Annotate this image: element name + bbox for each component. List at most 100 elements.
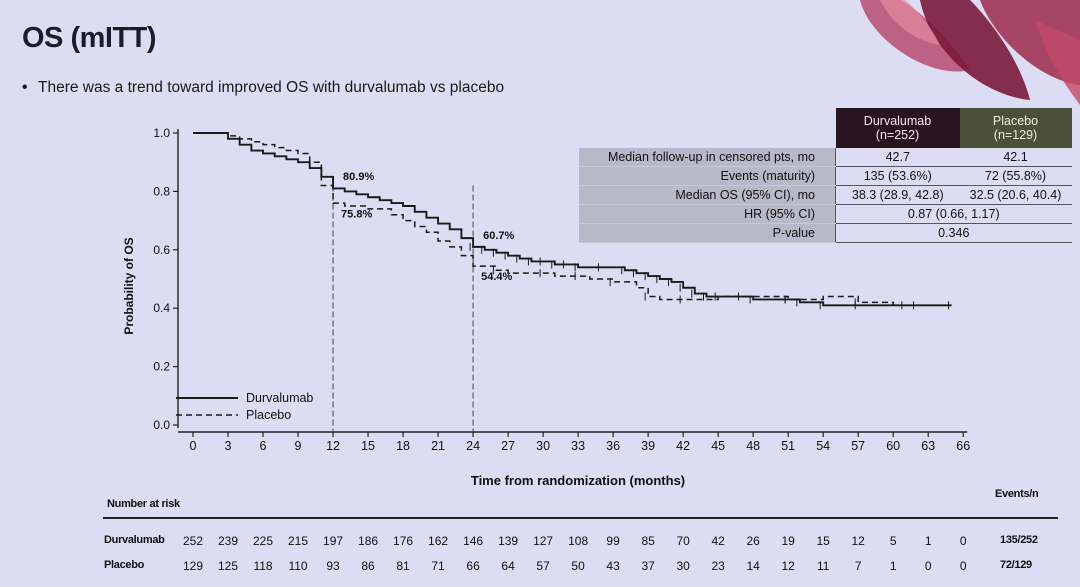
x-tick-label: 51 [781, 439, 795, 453]
summary-cell-placebo: 42.1 [959, 148, 1072, 167]
summary-header-row: Durvalumab (n=252) Placebo (n=129) [579, 108, 1072, 148]
risk-count: 64 [501, 559, 515, 573]
summary-row: Median follow-up in censored pts, mo 42.… [579, 148, 1072, 167]
x-tick-label: 48 [746, 439, 760, 453]
summary-cell-placebo: 32.5 (20.6, 40.4) [959, 185, 1072, 205]
summary-row-label: Events (maturity) [579, 166, 836, 186]
x-tick-label: 12 [326, 439, 340, 453]
risk-count: 162 [428, 534, 449, 548]
summary-table: Durvalumab (n=252) Placebo (n=129) Media… [579, 108, 1072, 243]
x-tick-label: 9 [295, 439, 302, 453]
legend-label: Durvalumab [246, 391, 313, 405]
risk-count: 139 [498, 534, 519, 548]
x-tick-label: 0 [190, 439, 197, 453]
risk-count: 42 [711, 534, 725, 548]
summary-cell-durvalumab: 38.3 (28.9, 42.8) [835, 185, 960, 205]
risk-count: 50 [571, 559, 585, 573]
x-tick-label: 24 [466, 439, 480, 453]
bullet-text: There was a trend toward improved OS wit… [38, 79, 505, 96]
risk-count: 23 [711, 559, 725, 573]
summary-row-label: HR (95% CI) [579, 204, 836, 224]
bullet-point: • There was a trend toward improved OS wi… [22, 79, 504, 97]
x-axis-label: Time from randomization (months) [471, 473, 685, 488]
risk-count: 26 [746, 534, 760, 548]
risk-count: 71 [431, 559, 445, 573]
summary-row-label: Median OS (95% CI), mo [579, 185, 836, 205]
y-tick-label: 0.2 [153, 360, 170, 374]
risk-row-label: Durvalumab [104, 534, 165, 546]
chart-guide-lines [332, 185, 474, 432]
summary-header-blank [579, 108, 836, 148]
risk-count: 225 [253, 534, 274, 548]
risk-count: 81 [396, 559, 410, 573]
chart-series [193, 132, 952, 310]
risk-count: 215 [288, 534, 309, 548]
risk-count: 7 [854, 559, 862, 573]
risk-count: 85 [641, 534, 655, 548]
landmark-annotation: 75.8% [341, 209, 372, 221]
petal-shape [880, 0, 940, 45]
risk-table-divider [103, 517, 1058, 519]
risk-count: 129 [182, 559, 204, 573]
x-tick-label: 3 [225, 439, 232, 453]
risk-count: 176 [393, 534, 414, 548]
header-n: (n=252) [875, 128, 920, 142]
risk-events: 72/129 [1000, 559, 1032, 571]
risk-count: 30 [676, 559, 690, 573]
petal-shape [1035, 20, 1080, 105]
risk-count: 186 [358, 534, 379, 548]
risk-count: 0 [924, 559, 932, 573]
risk-count: 239 [217, 534, 239, 548]
risk-count: 93 [326, 559, 340, 573]
risk-count: 66 [466, 559, 480, 573]
x-tick-label: 21 [431, 439, 445, 453]
chart-annotations: 80.9% 75.8% 60.7% 54.4% [341, 171, 514, 283]
risk-count: 0 [959, 559, 967, 573]
chart-legend: Durvalumab Placebo [176, 391, 313, 422]
risk-count: 19 [781, 534, 795, 548]
header-n: (n=129) [993, 128, 1038, 142]
risk-count: 57 [536, 559, 550, 573]
y-tick-label: 0.8 [153, 184, 170, 198]
risk-count: 1 [889, 559, 897, 573]
risk-count: 37 [641, 559, 655, 573]
y-axis-label: Probability of OS [122, 237, 136, 334]
x-tick-label: 6 [260, 439, 267, 453]
x-tick-label: 30 [536, 439, 550, 453]
risk-count: 118 [253, 559, 273, 573]
petal-shape [920, 0, 1030, 100]
risk-count: 5 [889, 534, 897, 548]
risk-count: 43 [606, 559, 620, 573]
summary-row-label: P-value [579, 223, 836, 243]
risk-count: 1 [924, 534, 932, 548]
risk-count: 110 [288, 559, 308, 573]
summary-row: Median OS (95% CI), mo 38.3 (28.9, 42.8)… [579, 185, 1072, 205]
x-tick-label: 39 [641, 439, 655, 453]
y-tick-label: 0.6 [153, 243, 170, 257]
risk-count: 15 [816, 534, 830, 548]
x-tick-label: 57 [851, 439, 865, 453]
risk-row-durvalumab: Durvalumab 252 239 225 215 197 186 176 162 146 139… [0, 534, 1080, 552]
risk-count: 86 [361, 559, 375, 573]
summary-cell-combined: 0.87 (0.66, 1.17) [835, 204, 1072, 224]
decorative-petals [860, 0, 1080, 105]
risk-count: 108 [568, 534, 589, 548]
risk-count: 11 [816, 559, 830, 573]
y-tick-label: 0.4 [153, 301, 170, 315]
risk-count: 12 [851, 534, 865, 548]
header-name: Durvalumab [863, 114, 932, 128]
risk-row-placebo: Placebo 129 125 118 110 93 86 81 71 66 64 57 50 43 37 3… [0, 559, 1080, 577]
risk-count: 252 [182, 534, 204, 548]
x-tick-label: 66 [956, 439, 970, 453]
x-tick-label: 18 [396, 439, 410, 453]
summary-row: P-value 0.346 [579, 223, 1072, 243]
landmark-annotation: 54.4% [481, 271, 512, 283]
summary-row: HR (95% CI) 0.87 (0.66, 1.17) [579, 204, 1072, 224]
risk-count: 12 [781, 559, 795, 573]
y-tick-label: 0.0 [153, 418, 170, 432]
risk-count: 125 [217, 559, 239, 573]
risk-count: 0 [959, 534, 967, 548]
risk-count: 70 [676, 534, 690, 548]
x-tick-label: 33 [571, 439, 585, 453]
risk-count: 146 [463, 534, 484, 548]
